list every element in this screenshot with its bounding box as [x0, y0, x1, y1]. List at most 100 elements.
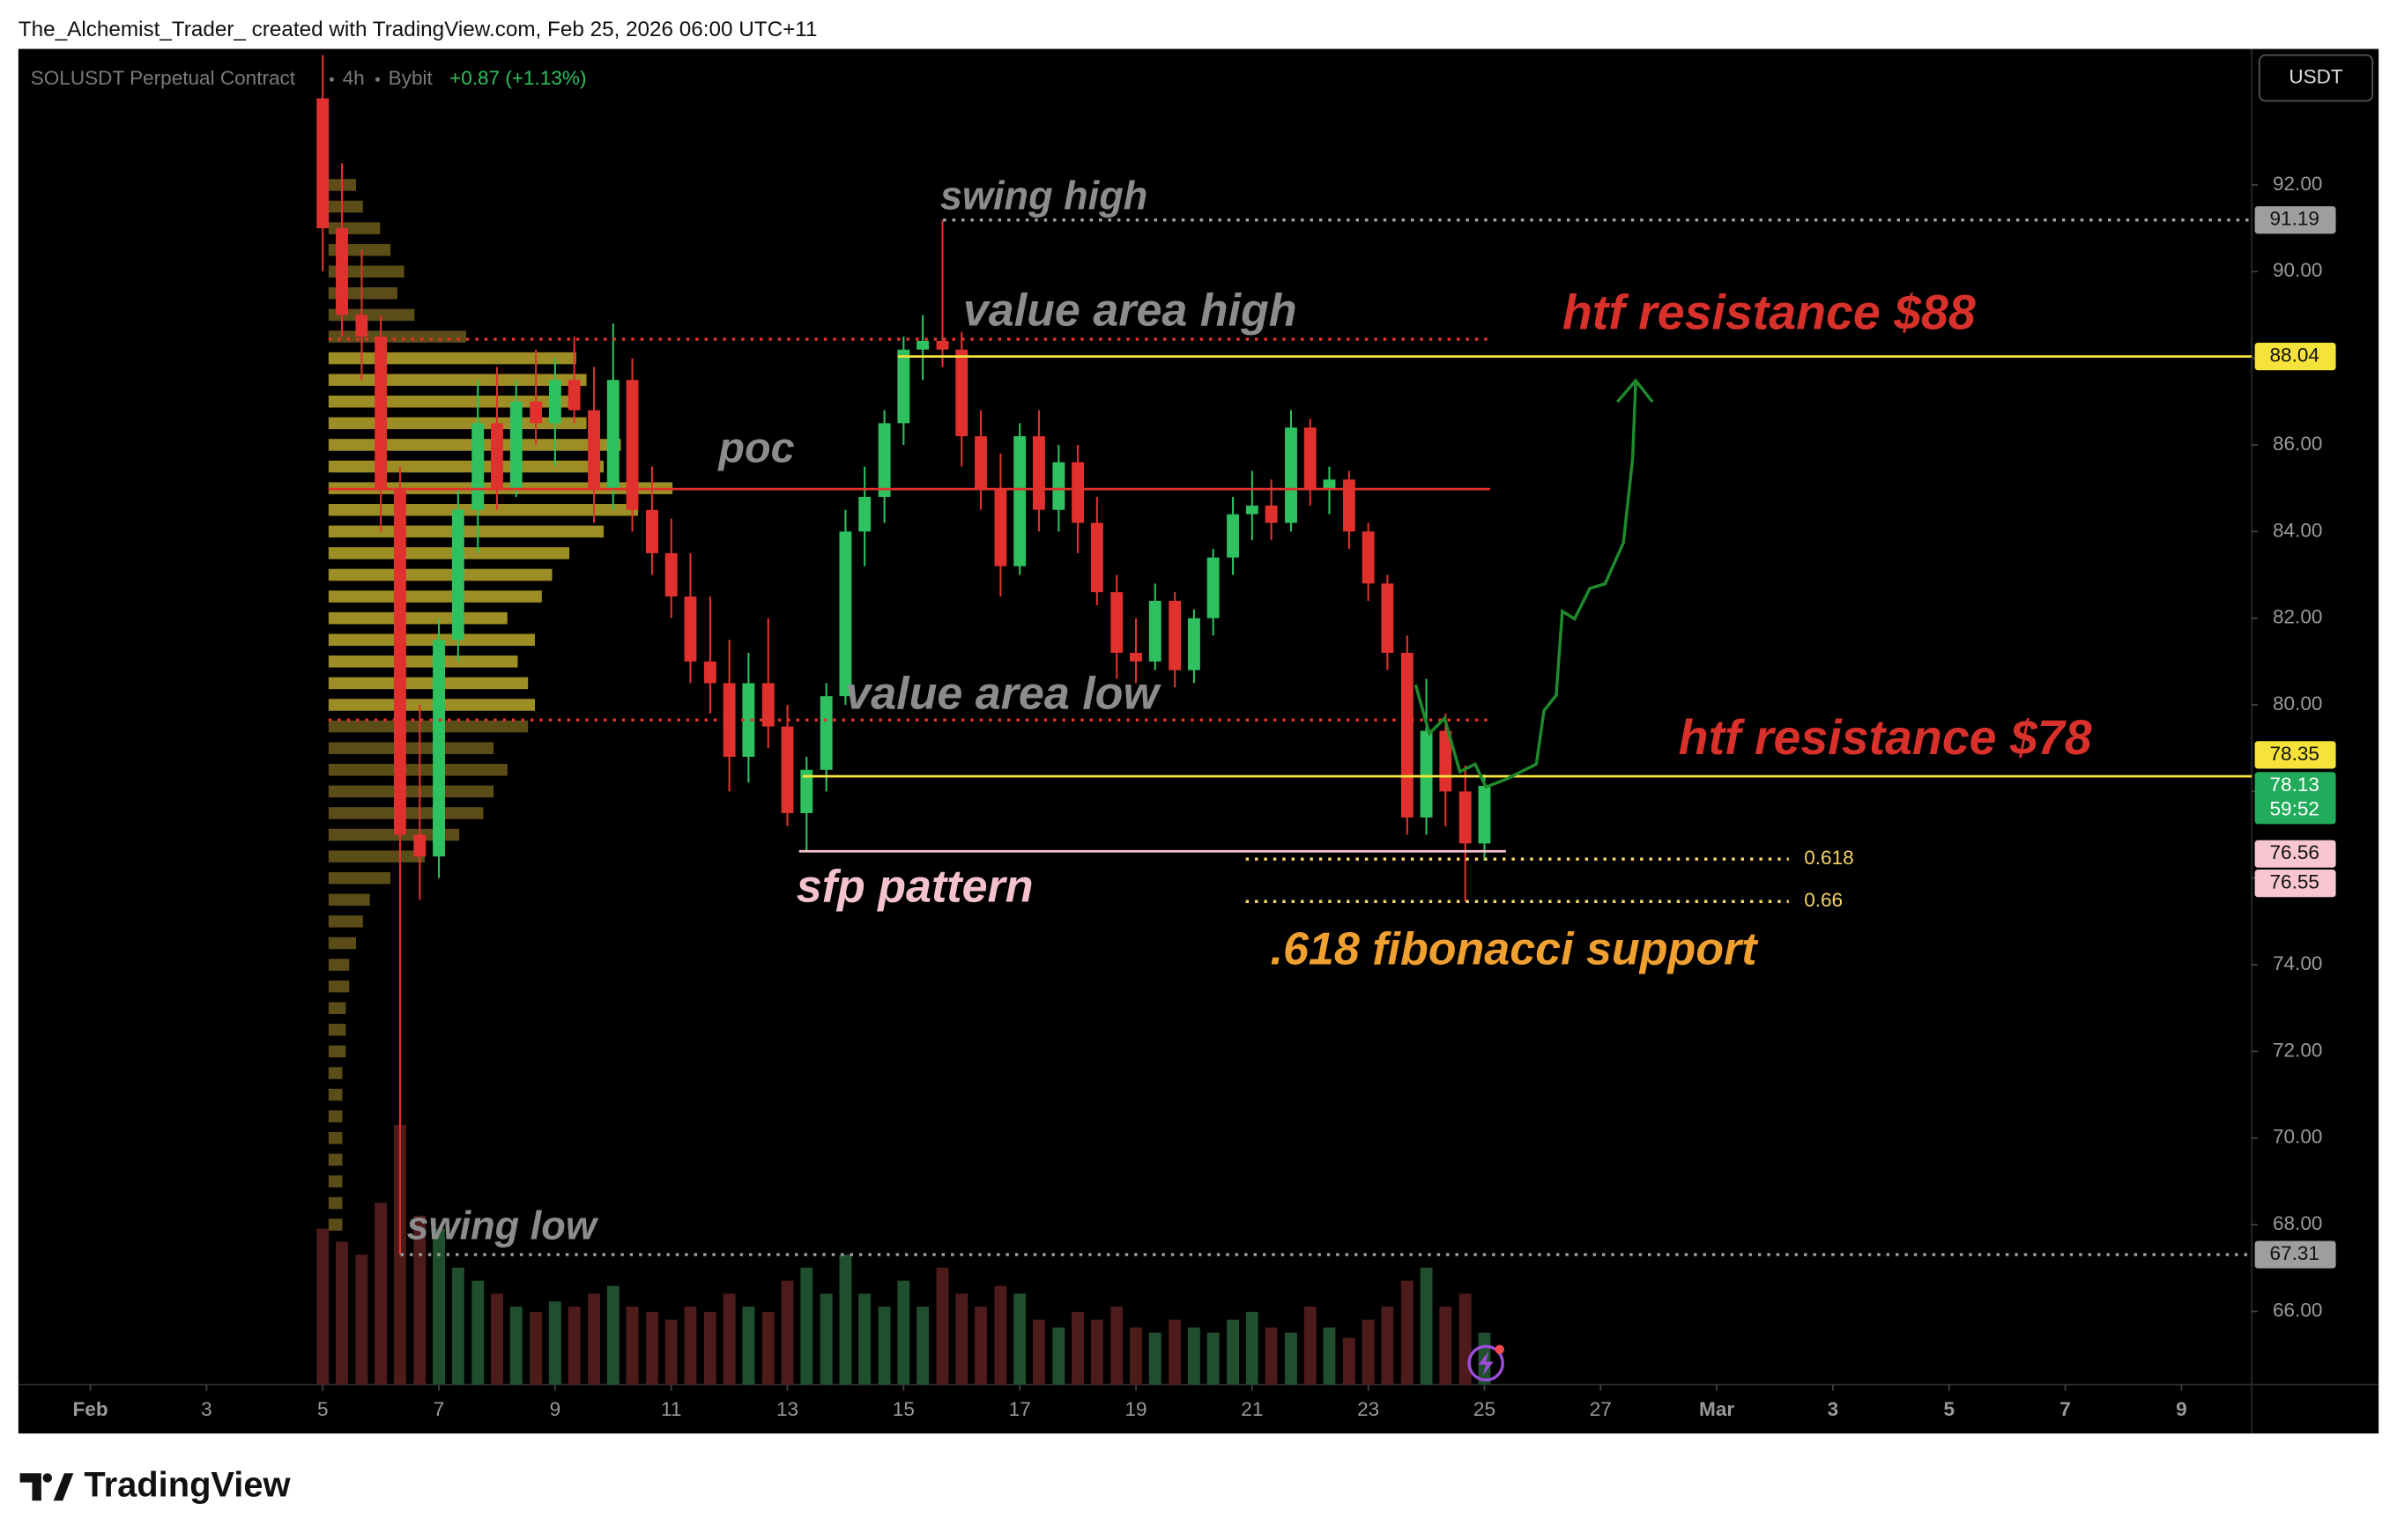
y-tick-label: 80.00: [2273, 692, 2322, 714]
volume-bar: [1052, 1327, 1065, 1385]
currency-button[interactable]: [2258, 54, 2374, 102]
profile-bar: [328, 308, 415, 322]
volume-bar: [800, 1267, 813, 1385]
y-tick-label: 66.00: [2273, 1299, 2322, 1321]
candle-body: [1265, 505, 1278, 523]
volume-bar: [530, 1312, 543, 1385]
volume-bar: [588, 1293, 600, 1385]
candle-body: [1342, 479, 1355, 532]
price-tag: [2254, 1240, 2336, 1269]
volume-bar: [1169, 1319, 1182, 1385]
profile-bar: [328, 893, 370, 907]
price-tag-label: 78.13: [2270, 774, 2319, 796]
candle-body: [1400, 653, 1414, 818]
candle-body: [413, 834, 427, 857]
countdown: 59:52: [2270, 798, 2319, 820]
candle-body: [626, 380, 639, 510]
y-tick-label: 70.00: [2273, 1126, 2322, 1148]
annotation: htf resistance $88: [1562, 285, 1976, 340]
candle-body: [936, 340, 949, 350]
price-tag: [2254, 870, 2336, 898]
profile-bar: [328, 937, 357, 950]
candle-body: [1187, 618, 1200, 670]
price-tag: [2254, 206, 2336, 234]
profile-bar: [328, 374, 587, 386]
profile-bar: [328, 764, 508, 776]
candle-body: [742, 683, 755, 758]
price-tag: [2254, 343, 2336, 371]
volume-bar: [1303, 1307, 1317, 1385]
x-tick-label: 5: [317, 1398, 329, 1420]
profile-bar: [328, 547, 570, 559]
price-tag-label: 76.56: [2270, 841, 2319, 863]
candle-body: [1245, 505, 1258, 515]
candle-body: [1052, 462, 1065, 510]
currency[interactable]: USDT: [2289, 65, 2343, 87]
candle-body: [471, 423, 485, 510]
profile-bar: [328, 915, 363, 928]
volume-bar: [1072, 1312, 1085, 1385]
alert-icon[interactable]: [1467, 1344, 1504, 1382]
alert-bolt[interactable]: [1478, 1351, 1494, 1376]
candle-body: [451, 509, 464, 640]
profile-bar: [328, 568, 553, 581]
logo-mark: [42, 1473, 53, 1483]
candle-body: [1420, 730, 1433, 818]
volume-bar: [1420, 1267, 1433, 1385]
volume-bar: [1285, 1332, 1297, 1385]
change: +0.87 (+1.13%): [449, 67, 586, 89]
candle-body: [684, 596, 697, 662]
candle-body: [1013, 436, 1027, 566]
x-tick-label: 9: [2176, 1398, 2187, 1420]
volume-bar: [491, 1293, 503, 1385]
candle-body: [1303, 427, 1317, 489]
fib-label: 0.66: [1804, 889, 1843, 911]
profile-bar: [328, 1067, 343, 1079]
x-tick-label: 11: [661, 1398, 681, 1420]
chart-panel: [18, 48, 2379, 1434]
volume-bar: [355, 1255, 368, 1385]
volume-bar: [1187, 1327, 1200, 1385]
profile-bar: [328, 525, 605, 538]
volume-bar: [1381, 1307, 1394, 1385]
volume-bar: [684, 1307, 697, 1385]
candle-body: [955, 349, 968, 437]
profile-bar: [328, 1153, 343, 1166]
profile-bar: [328, 1218, 343, 1231]
profile-bar: [328, 980, 350, 993]
profile-bar: [328, 1045, 346, 1058]
volume-bar: [1342, 1337, 1355, 1385]
volume-bar: [1013, 1293, 1027, 1385]
profile-bar: [328, 611, 508, 625]
y-tick-label: 92.00: [2273, 173, 2322, 195]
x-tick-label: 5: [1943, 1398, 1955, 1420]
x-tick-label: 3: [201, 1398, 212, 1420]
y-tick-label: 86.00: [2273, 433, 2322, 455]
candle-body: [646, 509, 658, 553]
profile-bar: [328, 1088, 343, 1101]
volume-bar: [664, 1319, 678, 1385]
profile-bar: [328, 460, 605, 473]
profile-bar: [328, 785, 494, 798]
profile-bar: [328, 352, 576, 365]
volume-bar: [1400, 1280, 1414, 1385]
candle-body: [1072, 462, 1085, 523]
candle-body: [878, 423, 891, 497]
candle-body: [897, 349, 910, 424]
price-tag-label: 67.31: [2270, 1242, 2319, 1264]
profile-bar: [328, 1175, 343, 1188]
candle-body: [916, 340, 930, 350]
volume-bar: [975, 1307, 987, 1385]
volume-bar: [994, 1285, 1007, 1385]
profile-bar: [328, 742, 494, 754]
volume-bar: [1130, 1327, 1142, 1385]
exchange: Bybit: [389, 67, 434, 89]
annotation: sfp pattern: [797, 861, 1034, 912]
price-tag-label: 88.04: [2270, 344, 2319, 366]
profile-bar: [328, 330, 466, 343]
candle-body: [548, 380, 561, 424]
separator: [375, 77, 381, 82]
logo: [19, 1473, 74, 1501]
candle-body: [975, 436, 987, 489]
